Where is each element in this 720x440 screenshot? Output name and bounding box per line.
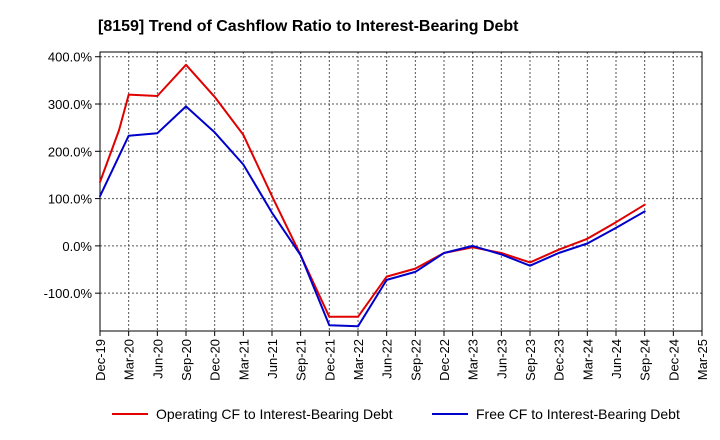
series-lines xyxy=(99,63,646,328)
x-tick-label: Dec-22 xyxy=(437,339,452,381)
x-tick-label: Sep-21 xyxy=(294,339,309,381)
x-tick-label: Jun-20 xyxy=(150,339,165,379)
grid-lines xyxy=(100,52,702,331)
x-tick-label: Jun-23 xyxy=(494,339,509,379)
x-tick-label: Mar-24 xyxy=(580,339,595,380)
x-tick-label: Jun-21 xyxy=(265,339,280,379)
legend: Operating CF to Interest-Bearing Debt Fre… xyxy=(112,406,680,422)
x-tick-label: Dec-19 xyxy=(93,339,108,381)
y-tick-label: 400.0% xyxy=(48,50,93,65)
legend-label-1: Operating CF to Interest-Bearing Debt xyxy=(156,406,393,422)
x-tick-label: Sep-20 xyxy=(179,339,194,381)
y-tick-label: 200.0% xyxy=(48,144,93,159)
x-tick-label: Mar-20 xyxy=(122,339,137,380)
x-tick-label: Sep-23 xyxy=(523,339,538,381)
x-tick-label: Mar-25 xyxy=(695,339,710,380)
series-line-2 xyxy=(99,105,646,328)
x-tick-label: Mar-22 xyxy=(351,339,366,380)
legend-label-2: Free CF to Interest-Bearing Debt xyxy=(476,406,680,422)
y-tick-label: 0.0% xyxy=(62,239,92,254)
x-tick-label: Mar-23 xyxy=(466,339,481,380)
x-tick-label: Dec-21 xyxy=(322,339,337,381)
y-axis: 400.0% 300.0% 200.0% 100.0% 0.0% -100.0% xyxy=(44,50,100,301)
plot-area xyxy=(99,51,703,332)
x-tick-label: Dec-23 xyxy=(552,339,567,381)
x-axis: Dec-19 Mar-20 Jun-20 Sep-20 Dec-20 Mar-21 Jun-… xyxy=(93,331,710,381)
x-tick-label: Sep-22 xyxy=(408,339,423,381)
x-tick-label: Dec-24 xyxy=(666,339,681,381)
chart-title: [8159] Trend of Cashflow Ratio to Intere… xyxy=(98,18,519,35)
y-tick-label: 300.0% xyxy=(48,97,93,112)
x-tick-label: Sep-24 xyxy=(638,339,653,381)
y-tick-label: 100.0% xyxy=(48,192,93,207)
x-tick-label: Jun-24 xyxy=(609,339,624,379)
x-tick-label: Mar-21 xyxy=(236,339,251,380)
series-line-1 xyxy=(99,63,646,318)
y-tick-label: -100.0% xyxy=(44,286,93,301)
x-tick-label: Dec-20 xyxy=(208,339,223,381)
x-tick-label: Jun-22 xyxy=(380,339,395,379)
